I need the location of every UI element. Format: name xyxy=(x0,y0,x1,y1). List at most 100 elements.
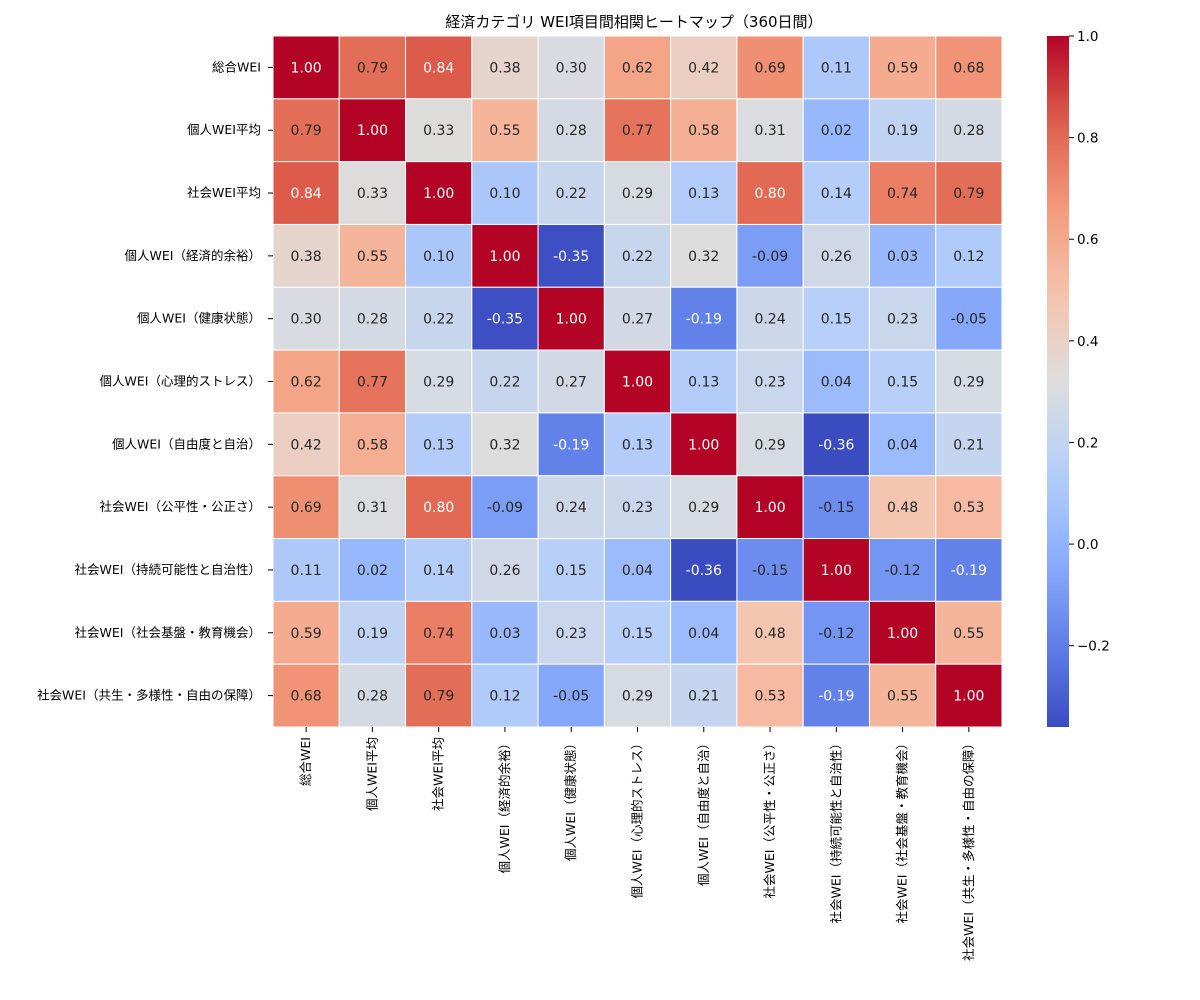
heatmap-cell xyxy=(935,98,1003,163)
cell-value-label: -0.09 xyxy=(752,249,788,265)
colorbar-tick-label: 0.4 xyxy=(1077,334,1098,350)
column-label: 個人WEI平均 xyxy=(364,737,379,811)
cell-value-label: 0.31 xyxy=(754,123,785,139)
heatmap-cell xyxy=(405,161,473,225)
cell-value-label: -0.35 xyxy=(487,312,523,328)
cell-value-label: 0.62 xyxy=(622,60,653,76)
heatmap-cell xyxy=(471,600,539,665)
cell-value-label: 0.74 xyxy=(887,186,918,202)
cell-value-label: 0.77 xyxy=(622,123,653,139)
cell-value-label: 1.00 xyxy=(357,123,388,139)
heatmap-cell xyxy=(736,538,804,602)
cell-value-label: 1.00 xyxy=(291,60,322,76)
heatmap-cell xyxy=(802,538,870,602)
colorbar-tick-label: 0.2 xyxy=(1077,435,1098,451)
heatmap-cell xyxy=(935,538,1003,602)
cell-value-label: 0.28 xyxy=(357,689,388,705)
cell-value-label: 0.59 xyxy=(291,626,322,642)
heatmap-cell xyxy=(272,600,340,665)
cell-value-label: 0.13 xyxy=(423,437,454,453)
cell-value-label: 0.03 xyxy=(489,626,520,642)
heatmap-cell xyxy=(471,349,539,414)
heatmap-cell xyxy=(338,412,407,477)
cell-value-label: 0.38 xyxy=(489,60,520,76)
heatmap-cell xyxy=(405,98,473,163)
heatmap-cell xyxy=(471,538,539,602)
cell-value-label: 0.79 xyxy=(291,123,322,139)
heatmap-cell xyxy=(603,98,672,163)
cell-value-label: 0.79 xyxy=(357,60,388,76)
colorbar-tick-label: 0.0 xyxy=(1077,537,1098,553)
heatmap-cell xyxy=(537,663,605,728)
heatmap-cell xyxy=(471,35,539,100)
cell-value-label: 0.23 xyxy=(887,312,918,328)
cell-value-label: 0.24 xyxy=(556,500,587,516)
heatmap-cell xyxy=(935,412,1003,477)
heatmap-cell xyxy=(405,35,473,100)
heatmap-cell xyxy=(338,663,407,728)
column-label: 社会WEI（社会基盤・教育機会） xyxy=(895,737,910,923)
heatmap-cell xyxy=(670,161,738,225)
cell-value-label: 1.00 xyxy=(423,186,454,202)
cell-value-label: 0.23 xyxy=(556,626,587,642)
heatmap-cell xyxy=(802,600,870,665)
colorbar-tick-label: 0.6 xyxy=(1077,232,1098,248)
heatmap-cell xyxy=(603,538,672,602)
heatmap-cell xyxy=(868,475,937,540)
cell-value-label: 0.32 xyxy=(688,249,719,265)
heatmap-cell xyxy=(471,475,539,540)
cell-value-label: 0.31 xyxy=(357,500,388,516)
cell-value-label: 1.00 xyxy=(556,312,587,328)
heatmap-cell xyxy=(670,538,738,602)
heatmap-cell xyxy=(802,223,870,288)
cell-value-label: 0.15 xyxy=(887,375,918,391)
heatmap-cell xyxy=(802,349,870,414)
colorbar-gradient xyxy=(1047,36,1069,727)
cell-value-label: 0.29 xyxy=(622,689,653,705)
cell-value-label: 0.69 xyxy=(754,60,785,76)
heatmap-cell xyxy=(670,286,738,351)
cell-value-label: 0.22 xyxy=(556,186,587,202)
cell-value-label: 0.13 xyxy=(688,186,719,202)
heatmap-cell xyxy=(802,412,870,477)
cell-value-label: 0.23 xyxy=(622,500,653,516)
heatmap-cell xyxy=(537,223,605,288)
cell-value-label: 0.22 xyxy=(423,312,454,328)
cell-value-label: -0.09 xyxy=(487,500,523,516)
cell-value-label: 0.26 xyxy=(489,563,520,579)
chart-title: 経済カテゴリ WEI項目間相関ヒートマップ（360日間） xyxy=(445,13,822,31)
cell-value-label: -0.12 xyxy=(884,563,920,579)
heatmap-cell xyxy=(603,663,672,728)
heatmap-cell xyxy=(272,35,340,100)
cell-value-label: 0.55 xyxy=(887,689,918,705)
row-label: 個人WEI（心理的ストレス） xyxy=(100,374,261,389)
cell-value-label: 0.33 xyxy=(357,186,388,202)
cell-value-label: -0.15 xyxy=(818,500,854,516)
cell-value-label: -0.19 xyxy=(951,563,987,579)
cell-value-label: 0.42 xyxy=(291,437,322,453)
row-label: 個人WEI（自由度と自治） xyxy=(112,436,261,451)
row-label: 社会WEI（共生・多様性・自由の保障） xyxy=(37,688,261,703)
colorbar-tick-label: −0.2 xyxy=(1077,639,1110,655)
heatmap-cell xyxy=(935,475,1003,540)
cell-value-label: -0.12 xyxy=(818,626,854,642)
cell-value-label: -0.05 xyxy=(951,312,987,328)
cell-value-label: 0.12 xyxy=(953,249,984,265)
row-label: 個人WEI（経済的余裕） xyxy=(125,248,261,263)
heatmap-cell xyxy=(868,663,937,728)
cell-value-label: 0.02 xyxy=(821,123,852,139)
heatmap-cell xyxy=(868,412,937,477)
heatmap-cell xyxy=(405,223,473,288)
cell-value-label: 0.28 xyxy=(953,123,984,139)
heatmap-cell xyxy=(802,161,870,225)
heatmap-cell xyxy=(537,98,605,163)
cell-value-label: 0.33 xyxy=(423,123,454,139)
cell-value-label: 0.13 xyxy=(688,375,719,391)
heatmap-cell xyxy=(603,286,672,351)
heatmap-cell xyxy=(603,600,672,665)
cell-value-label: 1.00 xyxy=(688,437,719,453)
heatmap-cell xyxy=(736,35,804,100)
heatmap-cell xyxy=(272,286,340,351)
column-label: 社会WEI（公平性・公正さ） xyxy=(762,737,777,898)
